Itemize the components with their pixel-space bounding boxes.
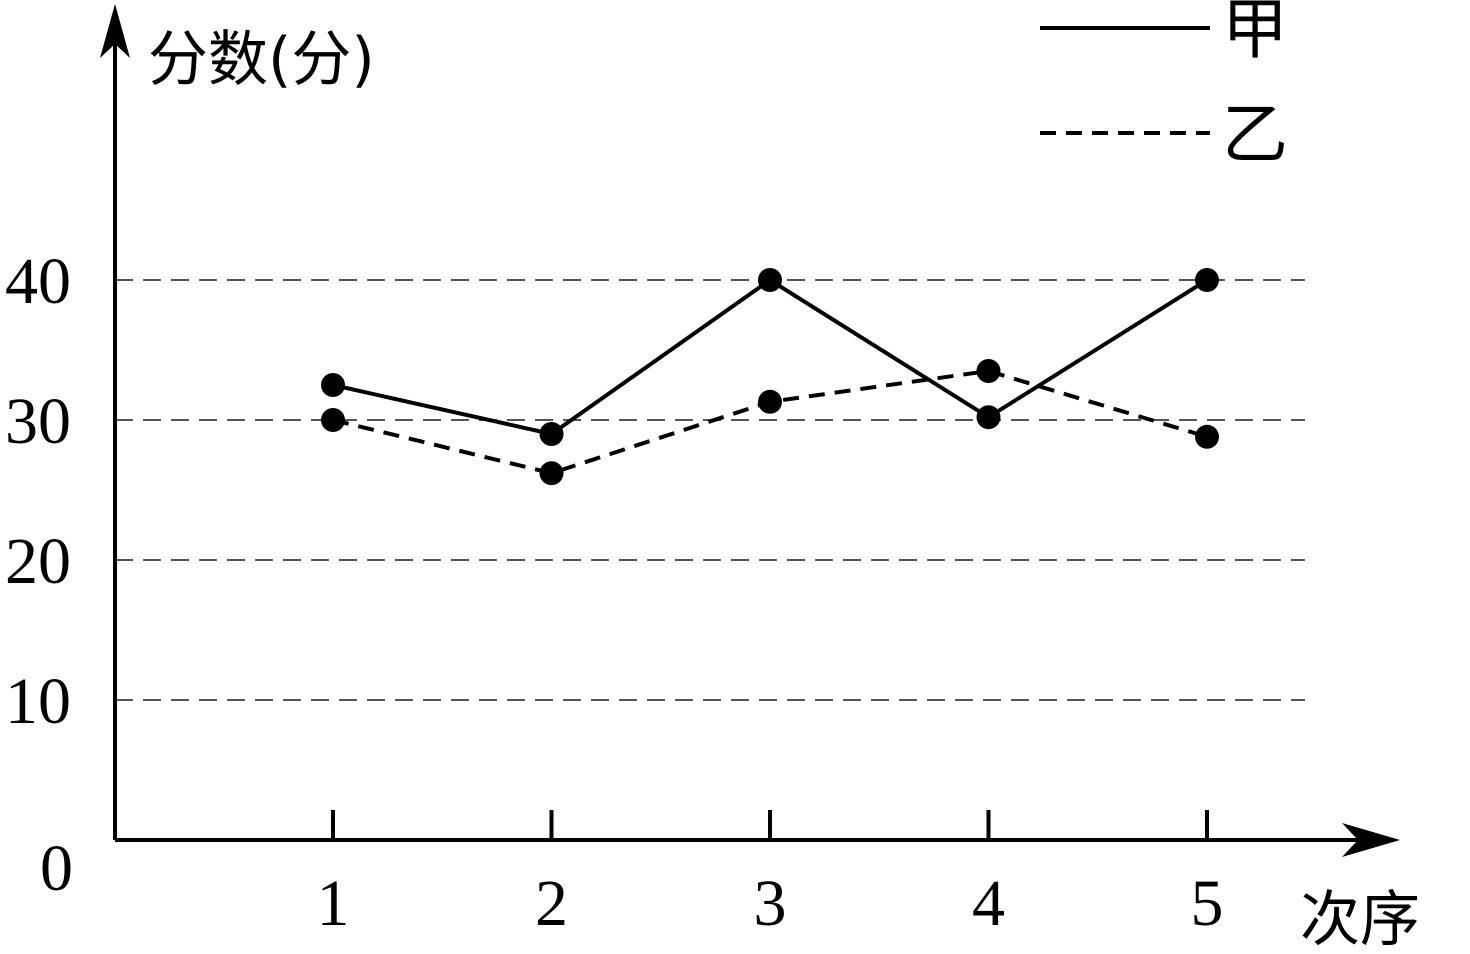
x-axis-arrow <box>1342 823 1400 857</box>
grid-layer <box>115 279 1305 701</box>
y-tick-label-20: 20 <box>5 525 71 598</box>
y-axis-title: 分数(分) <box>148 25 375 95</box>
y-tick-label-10: 10 <box>5 665 71 738</box>
axes: 分数(分) 次序 <box>100 4 1420 954</box>
data-point-甲-3 <box>758 268 782 292</box>
data-point-乙-2 <box>539 461 564 486</box>
data-point-乙-5 <box>1195 424 1219 449</box>
legend-label-甲: 甲 <box>1222 0 1288 68</box>
x-tick-label-2: 2 <box>535 867 568 940</box>
legend-label-乙: 乙 <box>1222 96 1288 173</box>
data-point-乙-1 <box>321 408 345 432</box>
x-tick-label-1: 1 <box>317 867 350 940</box>
data-point-甲-1 <box>321 373 345 397</box>
y-axis-arrow <box>100 4 130 58</box>
data-point-乙-4 <box>976 359 1001 383</box>
data-point-乙-3 <box>758 389 782 414</box>
x-tick-label-4: 4 <box>972 867 1005 940</box>
data-point-甲-4 <box>976 405 1001 430</box>
y-tick-label-40: 40 <box>5 245 71 318</box>
tick-layer: 0 10 20 30 40 1 2 3 4 5 <box>5 245 1224 940</box>
data-point-甲-5 <box>1195 268 1219 292</box>
legend: 甲乙 <box>1040 0 1288 173</box>
y-tick-label-30: 30 <box>5 385 71 458</box>
data-point-甲-2 <box>539 422 564 446</box>
y-tick-label-0: 0 <box>40 832 73 905</box>
series-layer <box>321 268 1219 486</box>
x-axis-title: 次序 <box>1300 885 1420 954</box>
x-tick-label-3: 3 <box>754 867 787 940</box>
series-line-乙 <box>332 368 1208 476</box>
x-tick-label-5: 5 <box>1191 867 1224 940</box>
